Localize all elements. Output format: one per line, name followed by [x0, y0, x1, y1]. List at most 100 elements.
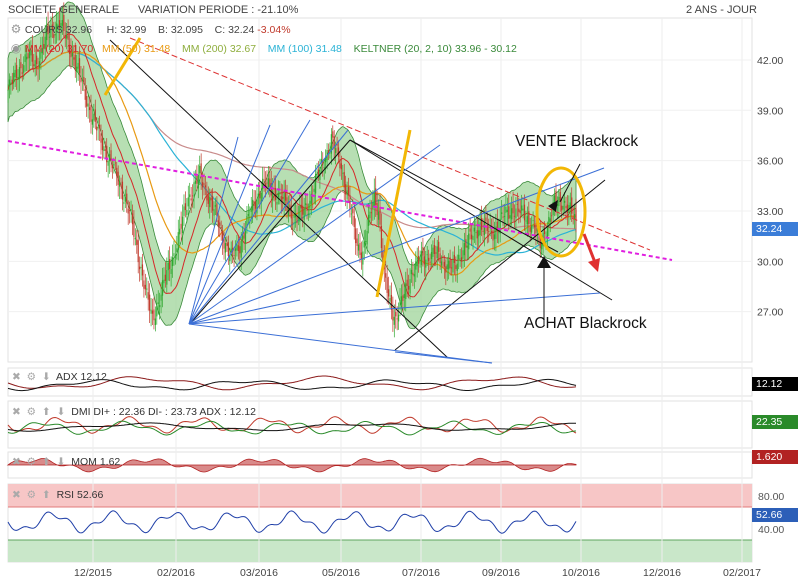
candle-body — [237, 245, 239, 251]
candle-body — [526, 216, 528, 225]
candle-body — [143, 280, 145, 289]
candle-body — [416, 257, 418, 267]
candle-body — [106, 145, 108, 163]
candle-body — [96, 126, 98, 131]
high-label: H: — [106, 24, 118, 36]
candle-body — [532, 220, 534, 222]
candle-body — [201, 182, 204, 188]
arrow-up-icon[interactable]: ⬆ — [41, 406, 51, 418]
candle-body — [276, 201, 278, 205]
candle-body — [389, 297, 391, 302]
adx-line — [7, 375, 577, 391]
candle-body — [204, 185, 207, 188]
candle-body — [257, 193, 259, 197]
candle-body — [491, 231, 493, 233]
candle-body — [236, 243, 238, 251]
rsi-panel-header: ✖ ⚙ ⬆ RSI 52.66 — [12, 489, 103, 501]
close-icon[interactable]: ✖ — [12, 371, 21, 383]
candle-body — [161, 280, 164, 296]
candle-body — [107, 160, 109, 166]
gear-icon[interactable]: ⚙ — [26, 371, 37, 383]
arrow-down-icon[interactable]: ⬇ — [56, 456, 66, 468]
candle-body — [13, 72, 15, 83]
period-selector[interactable]: 2 ANS - JOUR — [686, 4, 757, 16]
down-arrow-head — [588, 258, 600, 272]
candle-body — [90, 105, 92, 122]
candle-body — [212, 196, 214, 211]
candle-body — [543, 227, 546, 235]
candle-body — [50, 28, 52, 38]
candle-body — [482, 230, 484, 232]
candle-body — [219, 222, 221, 226]
candle-body — [243, 232, 245, 239]
arrow-down-icon[interactable]: ⬇ — [56, 406, 66, 418]
candle-body — [101, 138, 104, 151]
candle-body — [449, 257, 451, 269]
candle-body — [10, 82, 12, 85]
candle-body — [511, 208, 513, 220]
arrow-up-icon[interactable]: ⬆ — [41, 456, 51, 468]
candle-body — [274, 188, 277, 200]
candle-body — [280, 196, 282, 202]
eye-icon[interactable]: ◉ — [10, 41, 22, 55]
candle-body — [372, 202, 374, 210]
arrow-up-icon[interactable]: ⬆ — [41, 489, 51, 501]
rsi-overbought-band — [8, 484, 752, 507]
x-tick-label: 02/2017 — [723, 567, 761, 579]
candle-body — [24, 54, 26, 63]
candle-body — [183, 206, 185, 216]
close-icon[interactable]: ✖ — [12, 456, 21, 468]
candle-body — [224, 243, 227, 253]
candle-body — [74, 54, 76, 70]
candle-body — [387, 289, 390, 297]
candle-body — [327, 150, 330, 154]
candle-body — [264, 183, 267, 188]
candle-body — [553, 195, 556, 207]
candle-body — [87, 103, 89, 107]
candle-body — [536, 228, 538, 232]
gear-icon[interactable]: ⚙ — [26, 489, 37, 501]
candle-body — [478, 230, 480, 237]
candle-body — [227, 242, 229, 257]
candle-body — [41, 48, 43, 54]
gear-icon[interactable]: ⚙ — [26, 406, 37, 418]
sell-zone-ellipse — [535, 166, 587, 258]
rsi-label: RSI — [56, 489, 75, 501]
y-tick-label: 36.00 — [757, 156, 783, 168]
candle-body — [317, 169, 320, 176]
candle-body — [259, 191, 261, 199]
gear-icon[interactable]: ⚙ — [10, 22, 22, 36]
candle-body — [130, 209, 132, 211]
candle-body — [428, 257, 430, 262]
arrow-down-icon[interactable]: ⬇ — [41, 371, 51, 383]
candle-body — [123, 202, 125, 204]
gear-icon[interactable]: ⚙ — [26, 456, 37, 468]
candle-body — [140, 267, 142, 268]
candle-body — [194, 180, 197, 184]
candle-body — [222, 231, 224, 243]
yellow-marker-line — [375, 129, 412, 298]
candle-body — [206, 190, 208, 201]
candle-body — [350, 213, 352, 215]
candle-body — [70, 50, 72, 58]
candle-body — [7, 90, 9, 91]
candle-body — [33, 64, 35, 66]
close-icon[interactable]: ✖ — [12, 489, 21, 501]
candle-body — [124, 197, 126, 202]
candle-body — [493, 234, 496, 240]
candle-body — [362, 251, 364, 265]
adx-signal-line — [7, 378, 577, 392]
candle-body — [31, 45, 33, 62]
candle-body — [499, 218, 501, 234]
candle-body — [71, 53, 73, 57]
candle-body — [462, 250, 464, 259]
candle-body — [181, 216, 184, 233]
candle-body — [234, 248, 237, 251]
candle-body — [203, 183, 205, 185]
candle-body — [400, 296, 403, 305]
candle-body — [302, 205, 304, 215]
close-icon[interactable]: ✖ — [12, 406, 21, 418]
candle-body — [566, 204, 569, 214]
dmi-badge: 22.35 — [752, 415, 798, 429]
candle-body — [47, 23, 49, 35]
